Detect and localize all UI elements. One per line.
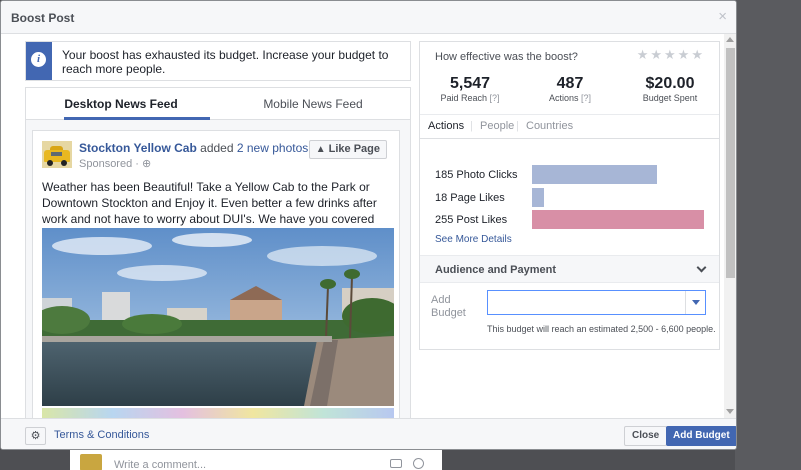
post-photo[interactable] (42, 228, 394, 406)
globe-icon: ⊕ (141, 158, 152, 170)
action-bar-row: 18 Page Likes (420, 188, 719, 208)
close-button[interactable]: Close (624, 426, 668, 446)
action-bar-label: 18 Page Likes (435, 192, 505, 204)
headline-added-text: added (196, 141, 237, 155)
thumbs-up-icon: ▲ (315, 144, 326, 155)
metric-paid-reach: 5,547 Paid Reach [?] (420, 75, 520, 104)
see-more-details-link[interactable]: See More Details (435, 234, 512, 245)
tab-countries[interactable]: Countries (526, 120, 574, 132)
like-page-button[interactable]: ▲ Like Page (308, 140, 387, 159)
alert-icon-bar: i (26, 42, 52, 80)
action-bar-row: 255 Post Likes (420, 210, 719, 230)
rating-stars[interactable]: ★★★★★ (636, 47, 705, 62)
gear-icon: ⚙ (30, 430, 41, 442)
metric-label: Actions [?] (548, 93, 592, 103)
scrollbar-thumb[interactable] (726, 48, 735, 278)
action-bar-row: 185 Photo Clicks (420, 165, 719, 185)
action-bar-label: 185 Photo Clicks (435, 169, 518, 181)
camera-icon[interactable] (390, 459, 402, 468)
tab-separator: | (516, 120, 519, 132)
info-icon: i (31, 52, 46, 67)
tab-desktop-news-feed[interactable]: Desktop News Feed (26, 88, 216, 120)
chevron-down-icon (696, 262, 707, 273)
new-photos-link[interactable]: 2 new photos (236, 141, 309, 155)
metric-value: 5,547 (449, 75, 491, 92)
dialog-scrollbar[interactable] (724, 34, 736, 418)
help-icon[interactable]: [?] (489, 93, 500, 103)
dialog-body: i Your boost has exhausted its budget. I… (1, 34, 736, 418)
emoji-icon[interactable] (413, 458, 424, 469)
settings-gear-button[interactable]: ⚙ (25, 427, 46, 445)
action-bar (532, 188, 544, 207)
background-avatar (80, 454, 102, 470)
tab-mobile-news-feed[interactable]: Mobile News Feed (263, 97, 363, 111)
post-preview: Stockton Yellow Cab added 2 new photos. … (32, 130, 400, 418)
sponsored-text: Sponsored · (79, 158, 142, 170)
dialog-footer: ⚙ Terms & Conditions Close Add Budget (1, 418, 736, 449)
tab-people[interactable]: People (480, 120, 515, 132)
background-page-area (735, 0, 801, 470)
budget-dropdown-arrow[interactable] (685, 291, 705, 314)
audience-payment-header[interactable]: Audience and Payment (420, 255, 719, 283)
ad-preview: Desktop News Feed Mobile News Feed Stock… (25, 87, 411, 418)
action-bar (532, 210, 704, 229)
metric-budget-spent: $20.00 Budget Spent (620, 75, 720, 104)
dialog-title: Boost Post (11, 11, 75, 25)
metric-label: Budget Spent (642, 93, 698, 103)
metric-label: Paid Reach [?] (440, 93, 500, 103)
action-bar (532, 165, 657, 184)
budget-estimate-note: This budget will reach an estimated 2,50… (487, 324, 716, 334)
scroll-down-icon[interactable] (726, 409, 734, 414)
alert-message: Your boost has exhausted its budget. Inc… (62, 48, 389, 76)
boost-results-panel: How effective was the boost? ★★★★★ 5,547… (419, 41, 720, 350)
background-comment-placeholder[interactable]: Write a comment... (114, 459, 207, 470)
preview-tabs: Desktop News Feed Mobile News Feed (26, 88, 410, 120)
metric-value: $20.00 (645, 75, 695, 92)
background-comment-bar: Write a comment... (70, 448, 442, 470)
tab-actions[interactable]: Actions (428, 120, 465, 132)
action-bar-label: 255 Post Likes (435, 214, 508, 226)
metric-value: 487 (556, 75, 584, 92)
add-budget-button[interactable]: Add Budget (666, 426, 736, 446)
budget-input[interactable] (487, 290, 706, 315)
terms-conditions-link[interactable]: Terms & Conditions (54, 429, 150, 441)
boost-post-dialog: Boost Post × i Your boost has exhausted … (0, 0, 737, 450)
effectiveness-question: How effective was the boost? (435, 51, 578, 63)
metric-actions: 487 Actions [?] (520, 75, 620, 104)
audience-payment-title: Audience and Payment (435, 264, 557, 276)
like-page-label: Like Page (328, 143, 380, 155)
help-icon[interactable]: [?] (581, 93, 592, 103)
close-icon[interactable]: × (718, 8, 727, 25)
page-avatar[interactable] (42, 141, 72, 168)
sponsored-label: Sponsored · ⊕ (79, 157, 151, 170)
scroll-up-icon[interactable] (726, 37, 734, 42)
tab-separator: | (470, 120, 473, 132)
page-name-link[interactable]: Stockton Yellow Cab (79, 141, 197, 155)
budget-exhausted-alert: i Your boost has exhausted its budget. I… (25, 41, 411, 81)
results-tabs: Actions | People | Countries (420, 114, 719, 139)
dialog-header: Boost Post × (1, 1, 736, 34)
post-photo-secondary[interactable] (42, 408, 394, 418)
add-budget-label: Add Budget (431, 294, 466, 319)
post-headline: Stockton Yellow Cab added 2 new photos. (79, 141, 312, 155)
